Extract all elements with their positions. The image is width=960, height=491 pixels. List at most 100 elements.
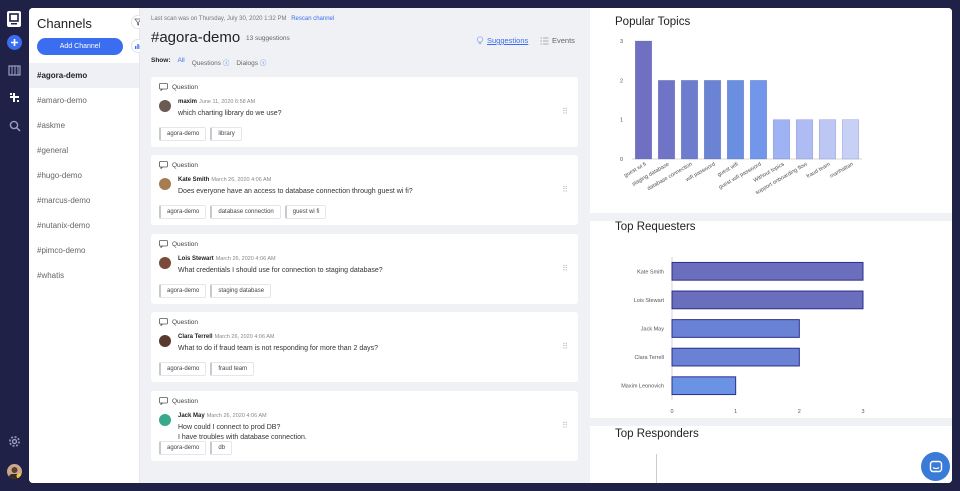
topic-tag[interactable]: library (210, 127, 242, 141)
author-name: Lois Stewart (178, 256, 214, 262)
bar (680, 80, 699, 160)
chat-icon (929, 460, 942, 472)
logo-icon[interactable] (7, 11, 21, 27)
topic-tag[interactable]: agora-demo (159, 205, 207, 219)
topic-tag[interactable]: guest wi fi (284, 205, 327, 219)
author: Lois Stewart March 26, 2020 4:06 AM (178, 256, 276, 262)
drag-handle-icon[interactable]: ⠿ (562, 421, 568, 430)
author-name: maxim (178, 99, 198, 105)
panel-divider (590, 213, 952, 221)
x-tick-label: 3 (861, 409, 864, 415)
show-filter-bar: Show: All Questions ⓘ Dialogs ⓘ (151, 57, 266, 67)
filter-questions[interactable]: Questions ⓘ (192, 57, 230, 67)
topic-tag[interactable]: staging database (210, 284, 272, 298)
tab-suggestions[interactable]: Suggestions (476, 36, 528, 45)
bar (671, 261, 864, 281)
bar (671, 319, 800, 338)
add-icon[interactable] (7, 35, 22, 50)
topic-tag[interactable]: agora-demo (159, 127, 207, 141)
question-card[interactable]: Question Kate Smith March 26, 2020 4:06 A… (151, 155, 578, 225)
topic-tag[interactable]: agora-demo (159, 284, 207, 298)
add-channel-button[interactable]: Add Channel (37, 38, 123, 55)
topic-tag[interactable]: agora-demo (159, 441, 207, 455)
author-name: Kate Smith (178, 177, 210, 183)
question-header: Question (159, 318, 198, 326)
question-text: I have troubles with database connection… (178, 434, 307, 441)
channel-item[interactable]: #general (37, 146, 69, 155)
tag-list: agora-demo library (159, 127, 242, 141)
drag-handle-icon[interactable]: ⠿ (562, 342, 568, 351)
channel-item[interactable]: #amaro-demo (37, 96, 87, 105)
tag-list: agora-demo database connection guest wi fi (159, 205, 327, 219)
user-avatar[interactable] (7, 464, 22, 479)
y-tick-label: 3 (620, 39, 623, 45)
settings-icon[interactable] (7, 434, 22, 449)
page-title: #agora-demo (151, 29, 241, 46)
app-rail (0, 0, 29, 491)
rescan-link[interactable]: Rescan channel (291, 16, 335, 22)
channels-heading: Channels (37, 16, 92, 31)
question-card[interactable]: Question Jack May March 26, 2020 4:06 AM … (151, 391, 578, 461)
question-type: Question (172, 83, 199, 91)
author-name: Clara Terrell (178, 334, 213, 340)
analytics-panel: Popular Topics 0 1 2 3 guest wi fi staging da… (590, 8, 952, 483)
tab-events[interactable]: Events (540, 36, 575, 45)
drag-handle-icon[interactable]: ⠿ (562, 107, 568, 116)
question-card[interactable]: Question Lois Stewart March 26, 2020 4:06… (151, 234, 578, 304)
chat-launcher-button[interactable] (921, 452, 950, 481)
filter-all[interactable]: All (177, 57, 185, 64)
question-card[interactable]: Question Clara Terrell March 26, 2020 4:0… (151, 312, 578, 382)
search-icon[interactable] (7, 118, 22, 133)
question-icon (159, 397, 168, 405)
top-requesters-panel: Top Requesters Kate Smith Lois Stewart Jac… (590, 221, 952, 418)
bar (671, 376, 737, 396)
filter-dialogs-label: Dialogs (236, 60, 259, 67)
topic-tag[interactable]: db (210, 441, 233, 455)
bar (726, 80, 745, 160)
drag-handle-icon[interactable]: ⠿ (562, 264, 568, 273)
x-tick-label: 2 (798, 409, 801, 415)
question-text: What to do if fraud team is not respondi… (178, 345, 378, 352)
channel-item[interactable]: #marcus-demo (37, 196, 91, 205)
author: Kate Smith March 26, 2020 4:06 AM (178, 177, 271, 183)
author: Clara Terrell March 26, 2020 4:06 AM (178, 334, 275, 340)
post-date: March 26, 2020 4:06 AM (215, 256, 276, 262)
scan-text: Last scan was on Thursday, July 30, 2020… (151, 16, 287, 22)
tag-list: agora-demo staging database (159, 284, 272, 298)
topic-tag[interactable]: agora-demo (159, 362, 207, 376)
suggestion-count: 13 suggestions (246, 35, 290, 42)
question-body: Does everyone have an access to database… (178, 187, 413, 197)
question-header: Question (159, 240, 198, 248)
drag-handle-icon[interactable]: ⠿ (562, 185, 568, 194)
channel-item[interactable]: #askme (37, 121, 66, 130)
topic-tag[interactable]: database connection (210, 205, 281, 219)
topic-tag[interactable]: fraud team (210, 362, 255, 376)
y-tick-label: 0 (620, 157, 623, 163)
channel-item[interactable]: #whatis (37, 271, 65, 280)
x-tick-label: 1 (734, 409, 737, 415)
question-text: Does everyone have an access to database… (178, 188, 413, 195)
author: maxim June 11, 2020 6:58 AM (178, 99, 255, 105)
avatar (159, 178, 171, 190)
channel-item[interactable]: #agora-demo (29, 63, 139, 88)
post-date: March 26, 2020 4:06 AM (211, 177, 272, 183)
question-body: What to do if fraud team is not respondi… (178, 344, 378, 354)
channel-item[interactable]: #hugo-demo (37, 171, 82, 180)
channel-item[interactable]: #nutanix-demo (37, 221, 90, 230)
question-card[interactable]: Question maxim June 11, 2020 6:58 AM whic… (151, 77, 578, 147)
x-tick-label: manhattan (829, 162, 855, 180)
x-tick-label: fraud team (806, 161, 832, 180)
bar (795, 119, 814, 160)
y-tick-label: Kate Smith (637, 269, 664, 275)
library-icon[interactable] (7, 63, 22, 78)
bar (772, 119, 791, 160)
channel-item[interactable]: #pimco-demo (37, 246, 86, 255)
channel-list: #agora-demo #amaro-demo #askme #general #hug… (29, 63, 139, 288)
bar (841, 119, 860, 160)
question-icon (159, 83, 168, 91)
bar (703, 80, 722, 160)
filter-dialogs[interactable]: Dialogs ⓘ (236, 57, 266, 67)
slack-icon[interactable] (7, 90, 22, 105)
tag-list: agora-demo db (159, 441, 233, 455)
question-header: Question (159, 161, 198, 169)
